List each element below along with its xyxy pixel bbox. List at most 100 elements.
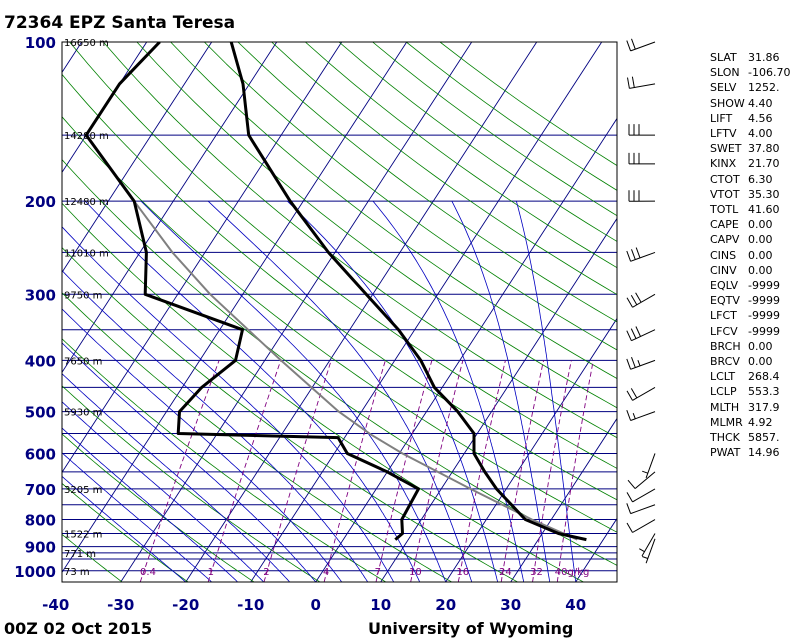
height-label: 771 m (64, 549, 96, 560)
index-row: CAPV 0.00 (710, 232, 790, 247)
index-name: CINS (710, 248, 737, 262)
index-name: LFTV (710, 127, 737, 141)
barb-staff (641, 533, 656, 557)
pressure-tick-label: 800 (25, 512, 56, 530)
temperature-tick-label: 40 (565, 596, 586, 614)
pressure-tick-label: 400 (25, 352, 56, 370)
isotherm-line (62, 42, 83, 74)
index-value: -106.70 (748, 66, 791, 80)
pressure-tick-label: 1000 (14, 563, 56, 581)
index-row: SELV 1252. (710, 80, 790, 95)
mixing-ratio-label: 24 (499, 567, 512, 578)
barb-staff (634, 471, 656, 489)
index-value: 4.56 (748, 111, 773, 125)
wind-barb (626, 292, 656, 308)
index-name: SELV (710, 81, 737, 95)
temperature-tick-label: 0 (310, 596, 320, 614)
index-value: -9999 (748, 324, 780, 338)
wind-barb (626, 326, 656, 342)
barb-staff (632, 386, 656, 401)
wind-barbs (626, 38, 656, 564)
index-name: EQTV (710, 294, 740, 308)
moist-adiabat (84, 200, 421, 582)
wind-barb (626, 38, 656, 52)
moist-adiabat (207, 200, 473, 582)
barb-staff (645, 538, 656, 564)
isotherm-line (380, 217, 617, 582)
moist-adiabat (62, 475, 186, 582)
index-row: EQLV -9999 (710, 278, 790, 293)
isotherm-line (0, 42, 17, 582)
index-name: THCK (710, 431, 740, 445)
moist-adiabat (62, 373, 290, 582)
index-value: 14.96 (748, 446, 780, 460)
height-label: 11010 m (64, 248, 109, 259)
index-value: 1252. (748, 81, 780, 95)
index-value: 4.92 (748, 415, 773, 429)
wind-barb (627, 76, 656, 89)
mixing-ratio-line (375, 360, 433, 582)
index-row: THCK 5857. (710, 430, 790, 445)
temperature-tick-label: -10 (237, 596, 264, 614)
mixing-ratio-line (263, 360, 332, 582)
index-row: BRCV 0.00 (710, 354, 790, 369)
dry-adiabat (62, 482, 189, 582)
barb-feather (626, 503, 632, 514)
moist-adiabat (516, 201, 577, 582)
barb-staff (645, 453, 656, 479)
index-row: CAPE 0.00 (710, 217, 790, 232)
index-row: VTOT 35.30 (710, 187, 790, 202)
index-value: 4.00 (748, 127, 773, 141)
dry-adiabat (62, 533, 123, 582)
index-row: LCLP 553.3 (710, 384, 790, 399)
index-name: LCLT (710, 370, 736, 384)
height-label: 16650 m (64, 38, 109, 49)
temperature-trace (229, 42, 587, 542)
index-value: 0.00 (748, 355, 773, 369)
barb-feather (626, 297, 633, 308)
mixing-ratio-line (500, 360, 545, 582)
index-name: SLAT (710, 51, 737, 64)
pressure-tick-label: 300 (25, 286, 56, 304)
mixing-ratio-labels: 0.4 1 2 4 7 10 16 24 32 40g/kg (140, 567, 589, 578)
pressure-tick-label: 500 (25, 404, 56, 422)
index-name: VTOT (710, 187, 740, 201)
dry-adiabat (62, 338, 387, 582)
index-row: SHOW 4.40 (710, 96, 790, 111)
barb-feather (631, 249, 636, 260)
barb-staff (630, 251, 656, 262)
source-credit: University of Wyoming (368, 619, 573, 638)
mixing-ratio-label: 32 (530, 567, 543, 578)
plot-frame (61, 41, 618, 583)
dry-adiabat (62, 116, 617, 533)
index-name: KINX (710, 157, 737, 171)
mixing-ratio-label: 10 (409, 567, 422, 578)
index-value: 31.86 (748, 51, 780, 64)
index-row: MLTH 317.9 (710, 400, 790, 415)
index-name: CAPV (710, 233, 740, 247)
index-value: 317.9 (748, 400, 780, 414)
index-name: BRCH (710, 339, 741, 353)
index-name: LFCV (710, 324, 738, 338)
moist-adiabat (451, 201, 551, 582)
index-value: 35.30 (748, 187, 780, 201)
dry-adiabat (102, 42, 617, 439)
wind-barb (626, 488, 656, 503)
height-label: 9750 m (64, 290, 102, 301)
isotherm-line (250, 42, 603, 582)
index-value: -9999 (748, 279, 780, 293)
index-value: -9999 (748, 309, 780, 323)
mixing-ratio-line (556, 360, 594, 582)
index-name: BRCV (710, 355, 740, 369)
index-name: CINV (710, 263, 737, 277)
dry-adiabat (62, 159, 617, 566)
index-value: 0.00 (748, 248, 773, 262)
index-row: SWET 37.80 (710, 141, 790, 156)
barb-feather (630, 295, 638, 306)
mixing-ratio-line (323, 360, 386, 582)
dry-adiabat (204, 42, 617, 351)
wind-barb (626, 519, 656, 533)
barb-half-feather (642, 556, 648, 559)
isotherm-line (315, 117, 617, 582)
